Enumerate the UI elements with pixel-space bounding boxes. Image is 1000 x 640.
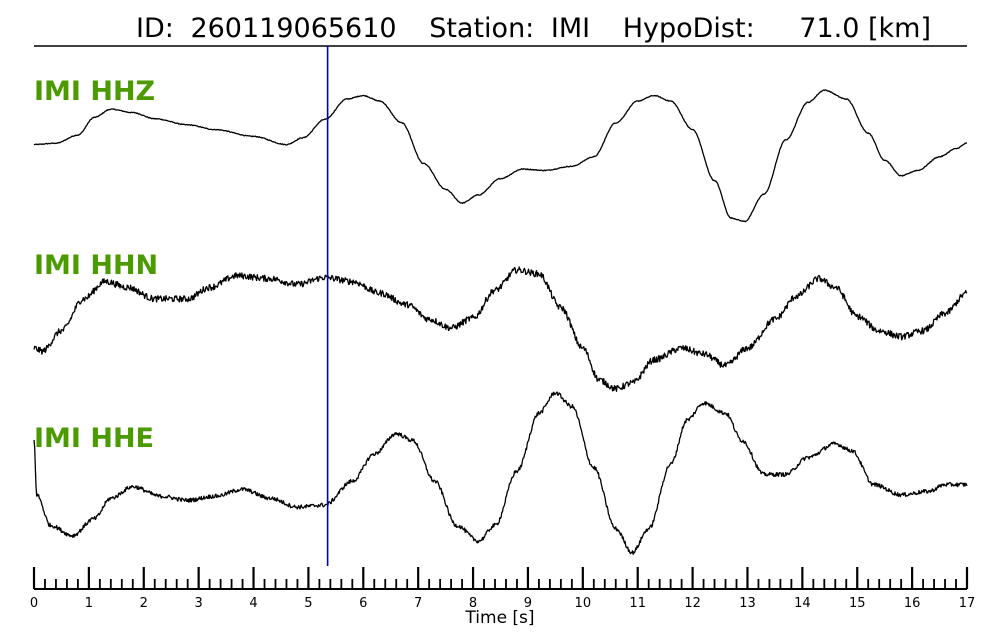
x-tick-label: 9 [524, 596, 532, 611]
traces-group [33, 89, 968, 555]
title-id-value: 260119065610 [190, 13, 396, 44]
x-tick-label: 12 [684, 596, 701, 611]
x-tick-label: 2 [140, 596, 148, 611]
chart-title: ID: 260119065610 Station: IMI HypoDist: … [136, 13, 931, 44]
title-station-value: IMI [551, 13, 590, 44]
x-tick-label: 15 [849, 596, 866, 611]
trace-label-imi-hhe: IMI HHE [34, 423, 154, 454]
x-tick-label: 16 [904, 596, 921, 611]
x-axis-label: Time [s] [464, 608, 534, 628]
x-tick-label: 10 [575, 596, 592, 611]
x-tick-label: 11 [629, 596, 646, 611]
x-tick-label: 6 [359, 596, 367, 611]
x-tick-label: 17 [959, 596, 976, 611]
title-dist-label: HypoDist: [623, 13, 755, 44]
x-tick-label: 1 [85, 596, 93, 611]
trace-labels-group: IMI HHZ IMI HHN IMI HHE [34, 76, 158, 454]
x-tick-label: 7 [414, 596, 422, 611]
x-tick-label: 5 [304, 596, 312, 611]
x-tick-label: 14 [794, 596, 811, 611]
trace-imi-hhe [33, 391, 968, 555]
x-tick-label: 4 [249, 596, 257, 611]
x-tick-label: 3 [195, 596, 203, 611]
x-tick-label: 8 [469, 596, 477, 611]
title-station-label: Station: [429, 13, 534, 44]
x-tick-label: 0 [30, 596, 38, 611]
title-id-label: ID: [136, 13, 174, 44]
x-tick-label: 13 [739, 596, 756, 611]
trace-imi-hhn [33, 266, 968, 392]
trace-label-imi-hhz: IMI HHZ [34, 76, 155, 107]
trace-label-imi-hhn: IMI HHN [34, 250, 158, 281]
trace-imi-hhz [33, 89, 967, 223]
title-dist-value: 71.0 [km] [799, 13, 931, 44]
time-axis: 0 1 2 3 4 5 6 7 8 9 10 11 12 13 14 15 16 17 [30, 567, 975, 611]
